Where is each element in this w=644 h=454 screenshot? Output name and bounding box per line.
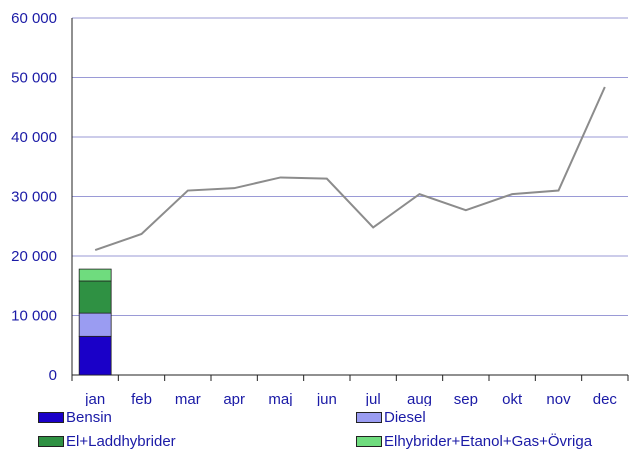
y-tick-label: 30 000 bbox=[11, 189, 57, 206]
y-tick-label: 60 000 bbox=[11, 10, 57, 27]
legend-label: Bensin bbox=[66, 408, 112, 426]
bar-segment bbox=[78, 312, 112, 337]
x-tick-label: jan bbox=[84, 391, 105, 406]
x-tick-label: nov bbox=[546, 391, 571, 406]
x-tick-label: okt bbox=[502, 391, 523, 406]
chart-plot: 0 10 000 20 000 30 000 40 000 50 000 60 000 jan… bbox=[11, 10, 629, 406]
x-tick-label: apr bbox=[223, 391, 245, 406]
legend-label: El+Laddhybrider bbox=[66, 432, 176, 450]
x-tick-label: jun bbox=[316, 391, 337, 406]
y-tick-label: 20 000 bbox=[11, 248, 57, 265]
legend-item: Elhybrider+Etanol+Gas+Övriga bbox=[356, 431, 592, 451]
legend-swatch bbox=[38, 435, 64, 447]
legend-swatch bbox=[356, 411, 382, 423]
legend-label: Diesel bbox=[384, 408, 426, 426]
y-tick-label: 50 000 bbox=[11, 70, 57, 87]
legend: Bensin Diesel El+Laddhybrider Elhybrider+Et… bbox=[0, 407, 644, 453]
legend-swatch bbox=[356, 435, 382, 447]
legend-item: Bensin bbox=[38, 407, 112, 427]
x-tick-label: feb bbox=[131, 391, 152, 406]
bar-segment bbox=[78, 268, 112, 282]
bar-segment bbox=[78, 335, 112, 376]
y-tick-label: 10 000 bbox=[11, 308, 57, 325]
x-tick-label: dec bbox=[593, 391, 618, 406]
line-series bbox=[94, 86, 606, 251]
legend-item: Diesel bbox=[356, 407, 426, 427]
x-tick-label: mar bbox=[175, 391, 201, 406]
legend-swatch bbox=[38, 411, 64, 423]
x-tick-label: sep bbox=[454, 391, 478, 406]
legend-item: El+Laddhybrider bbox=[38, 431, 176, 451]
legend-label: Elhybrider+Etanol+Gas+Övriga bbox=[384, 432, 593, 450]
x-tick-label: aug bbox=[407, 391, 432, 406]
y-tick-label: 40 000 bbox=[11, 129, 57, 146]
x-tick-label: jul bbox=[365, 391, 381, 406]
x-tick-label: maj bbox=[268, 391, 292, 406]
bar-segment bbox=[78, 280, 112, 314]
y-tick-label: 0 bbox=[49, 367, 57, 384]
